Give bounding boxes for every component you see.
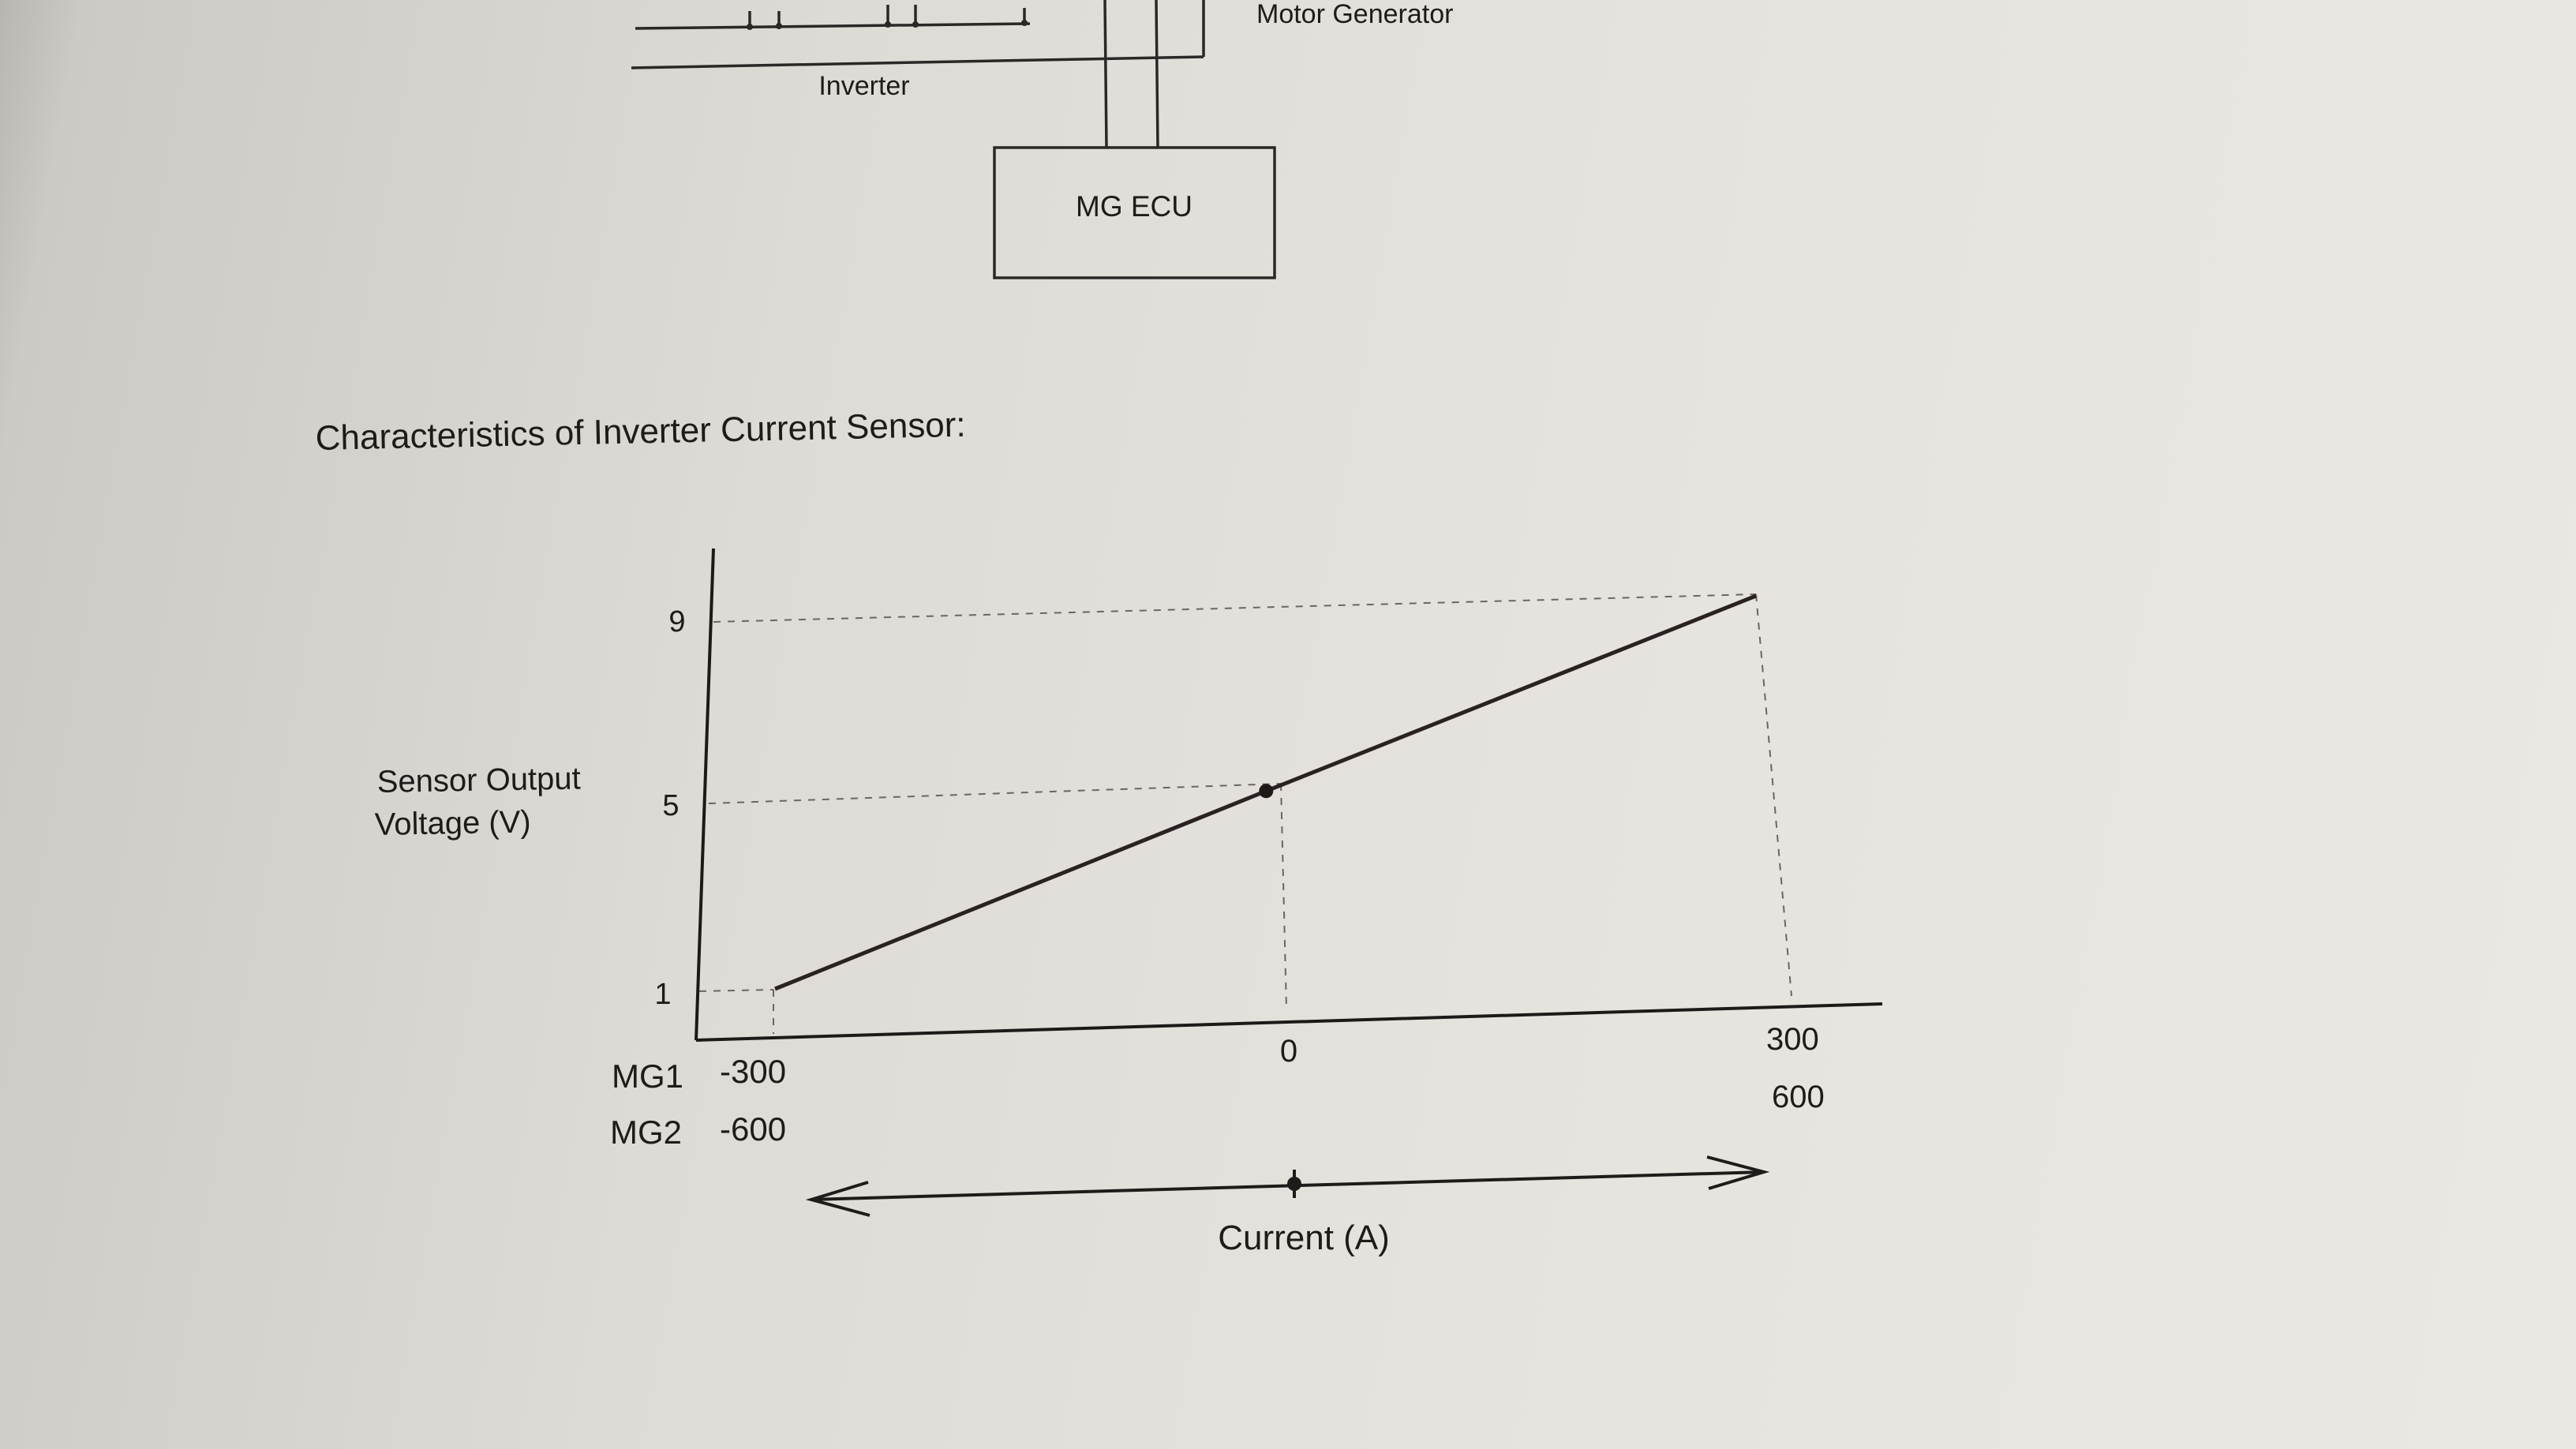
guide-y1 <box>698 989 774 992</box>
data-point-0 <box>1259 784 1274 799</box>
inverter-block-top <box>635 22 1031 30</box>
mg-ecu-label: MG ECU <box>1076 190 1193 223</box>
inverter-switch-ticks <box>747 5 1028 30</box>
x-row-label-mg1: MG1 <box>612 1058 683 1095</box>
ecu-signal-line-2 <box>1155 0 1159 148</box>
y-axis-label-line2: Voltage (V) <box>374 805 531 842</box>
ecu-signal-line-1 <box>1103 0 1108 148</box>
x-axis-label: Current (A) <box>1218 1219 1390 1257</box>
guide-y5 <box>708 783 1282 804</box>
mg-ecu-box <box>993 146 1276 279</box>
y-tick-label-1: 1 <box>654 978 671 1011</box>
x-tick-label-neg300: -300 <box>720 1053 786 1090</box>
y-tick-label-5: 5 <box>662 789 679 822</box>
y-tick-label-9: 9 <box>668 605 685 638</box>
x-tick-label-600: 600 <box>1772 1080 1825 1114</box>
x-tick-label-0: 0 <box>1280 1034 1297 1069</box>
x-row-label-mg2: MG2 <box>610 1114 682 1151</box>
x-axis <box>695 1002 1883 1042</box>
x-tick-label-neg600: -600 <box>720 1110 786 1148</box>
guide-x0 <box>1280 783 1287 1009</box>
system-diagram: MG ECU Inverter Motor Generator <box>631 0 1453 279</box>
motor-generator-label: Motor Generator <box>1256 0 1453 29</box>
y-axis <box>695 548 715 1041</box>
marked-points <box>1259 784 1274 799</box>
chart: 9 5 1 Sensor Output Voltage (V) MG1 -300… <box>374 548 1883 1257</box>
guide-y9 <box>713 593 1757 623</box>
x-tick-label-300: 300 <box>1766 1022 1819 1057</box>
guide-x300 <box>1755 593 1792 997</box>
inverter-block-bottom <box>631 55 1204 69</box>
guide-lines <box>698 593 1792 1034</box>
section-title: Characteristics of Inverter Current Sens… <box>315 406 966 458</box>
current-direction-arrow <box>805 1155 1770 1217</box>
y-axis-label-line1: Sensor Output <box>376 762 581 799</box>
inverter-label: Inverter <box>818 71 909 101</box>
